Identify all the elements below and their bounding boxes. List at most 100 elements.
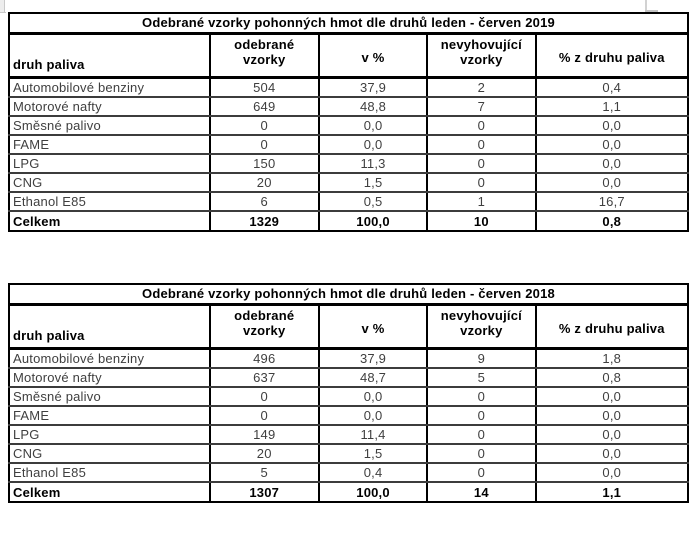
total-failed-cell: 14: [427, 482, 537, 502]
table-row: LPG 150 11,3 0 0,0: [9, 154, 688, 174]
col-header-percent-of-type: % z druhu paliva: [535, 33, 688, 79]
total-label-cell: Celkem: [9, 211, 211, 231]
table-row: FAME 0 0,0 0 0,0: [9, 135, 688, 155]
fuel-name-cell: Automobilové benziny: [9, 348, 211, 369]
fuel-name-cell: Automobilové benziny: [9, 77, 211, 98]
title-row: Odebrané vzorky pohonných hmot dle druhů…: [9, 284, 688, 306]
percent-cell: 37,9: [318, 77, 429, 98]
failed-cell: 5: [427, 368, 537, 388]
percent-of-type-cell: 0,0: [535, 173, 688, 193]
grid-artifact-top-left-hline: [0, 12, 6, 13]
total-percent-cell: 100,0: [318, 482, 429, 502]
fuel-name-cell: Ethanol E85: [9, 192, 211, 212]
samples-cell: 637: [209, 368, 320, 388]
total-percent-of-type-cell: 0,8: [602, 213, 622, 229]
table-row: Směsné palivo 0 0,0 0 0,0: [9, 116, 688, 136]
total-percent-cell: 100,0: [318, 211, 429, 231]
table-row: Motorové nafty 649 48,8 7 1,1: [9, 97, 688, 117]
percent-cell: 0,0: [318, 387, 429, 407]
percent-of-type-cell: 1,1: [535, 97, 688, 117]
failed-cell: 0: [427, 425, 537, 445]
percent-of-type-cell: 0,4: [535, 77, 688, 98]
col-header-percent: v %: [318, 304, 429, 350]
fuel-name-cell: LPG: [9, 154, 211, 174]
samples-cell: 504: [209, 77, 320, 98]
samples-cell: 5: [209, 463, 320, 483]
fuel-samples-table-2019: Odebrané vzorky pohonných hmot dle druhů…: [8, 12, 689, 232]
percent-cell: 0,0: [318, 116, 429, 136]
col-header-failed-samples: nevyhovující vzorky: [427, 33, 537, 79]
table-title: Odebrané vzorky pohonných hmot dle druhů…: [9, 284, 688, 306]
title-row: Odebrané vzorky pohonných hmot dle druhů…: [9, 13, 688, 35]
failed-cell: 0: [427, 406, 537, 426]
fuel-name-cell: Ethanol E85: [9, 463, 211, 483]
percent-cell: 0,5: [318, 192, 429, 212]
grid-artifact-top-right-vline: [645, 0, 647, 10]
percent-of-type-cell: 0,0: [535, 387, 688, 407]
col-header-samples-taken: odebrané vzorky: [209, 33, 320, 79]
percent-cell: 0,0: [318, 406, 429, 426]
failed-cell: 2: [427, 77, 537, 98]
failed-cell: 9: [427, 348, 537, 369]
percent-cell: 11,3: [318, 154, 429, 174]
percent-of-type-cell: 0,0: [535, 406, 688, 426]
percent-cell: 48,8: [318, 97, 429, 117]
table-row: Automobilové benziny 504 37,9 2 0,4: [9, 77, 688, 98]
fuel-name-cell: Motorové nafty: [9, 97, 211, 117]
percent-of-type-cell: 0,0: [535, 444, 688, 464]
failed-cell: 0: [427, 173, 537, 193]
percent-of-type-cell: 0,0: [535, 116, 688, 136]
percent-cell: 1,5: [318, 444, 429, 464]
samples-cell: 149: [209, 425, 320, 445]
total-samples-cell: 1307: [209, 482, 320, 502]
percent-of-type-cell: 0,8: [535, 368, 688, 388]
total-failed-cell: 10: [427, 211, 537, 231]
table-row: LPG 149 11,4 0 0,0: [9, 425, 688, 445]
fuel-name-cell: Směsné palivo: [9, 116, 211, 136]
percent-cell: 48,7: [318, 368, 429, 388]
table-title: Odebrané vzorky pohonných hmot dle druhů…: [9, 13, 688, 35]
grid-artifact-top-right-hline: [645, 10, 658, 12]
percent-cell: 1,5: [318, 173, 429, 193]
fuel-name-cell: FAME: [9, 135, 211, 155]
total-label-cell: Celkem: [9, 482, 211, 502]
failed-cell: 7: [427, 97, 537, 117]
header-row: druh paliva odebrané vzorky v % nevyhovu…: [9, 33, 688, 79]
failed-cell: 0: [427, 444, 537, 464]
table-row: Směsné palivo 0 0,0 0 0,0: [9, 387, 688, 407]
percent-of-type-cell: 0,0: [535, 154, 688, 174]
failed-cell: 0: [427, 154, 537, 174]
samples-cell: 0: [209, 135, 320, 155]
col-header-samples-taken: odebrané vzorky: [209, 304, 320, 350]
table-row: FAME 0 0,0 0 0,0: [9, 406, 688, 426]
table-row: Ethanol E85 6 0,5 1 16,7: [9, 192, 688, 212]
fuel-name-cell: CNG: [9, 444, 211, 464]
samples-cell: 150: [209, 154, 320, 174]
failed-cell: 0: [427, 387, 537, 407]
col-header-fuel-type: druh paliva: [9, 33, 211, 79]
table-row: CNG 20 1,5 0 0,0: [9, 173, 688, 193]
percent-of-type-cell: 16,7: [535, 192, 688, 212]
failed-cell: 0: [427, 463, 537, 483]
fuel-name-cell: Směsné palivo: [9, 387, 211, 407]
grid-artifact-top-left-vline: [4, 0, 5, 12]
samples-cell: 20: [209, 444, 320, 464]
total-row: Celkem 1329 100,0 10 0,8: [9, 211, 688, 231]
failed-cell: 0: [427, 116, 537, 136]
table-row: Motorové nafty 637 48,7 5 0,8: [9, 368, 688, 388]
col-header-failed-samples: nevyhovující vzorky: [427, 304, 537, 350]
header-row: druh paliva odebrané vzorky v % nevyhovu…: [9, 304, 688, 350]
table-row: CNG 20 1,5 0 0,0: [9, 444, 688, 464]
failed-cell: 0: [427, 135, 537, 155]
percent-of-type-cell: 1,8: [535, 348, 688, 369]
table-row: Ethanol E85 5 0,4 0 0,0: [9, 463, 688, 483]
percent-cell: 37,9: [318, 348, 429, 369]
percent-cell: 0,4: [318, 463, 429, 483]
samples-cell: 649: [209, 97, 320, 117]
percent-cell: 0,0: [318, 135, 429, 155]
samples-cell: 6: [209, 192, 320, 212]
col-header-percent-of-type: % z druhu paliva: [535, 304, 688, 350]
samples-cell: 20: [209, 173, 320, 193]
samples-cell: 0: [209, 387, 320, 407]
samples-cell: 496: [209, 348, 320, 369]
